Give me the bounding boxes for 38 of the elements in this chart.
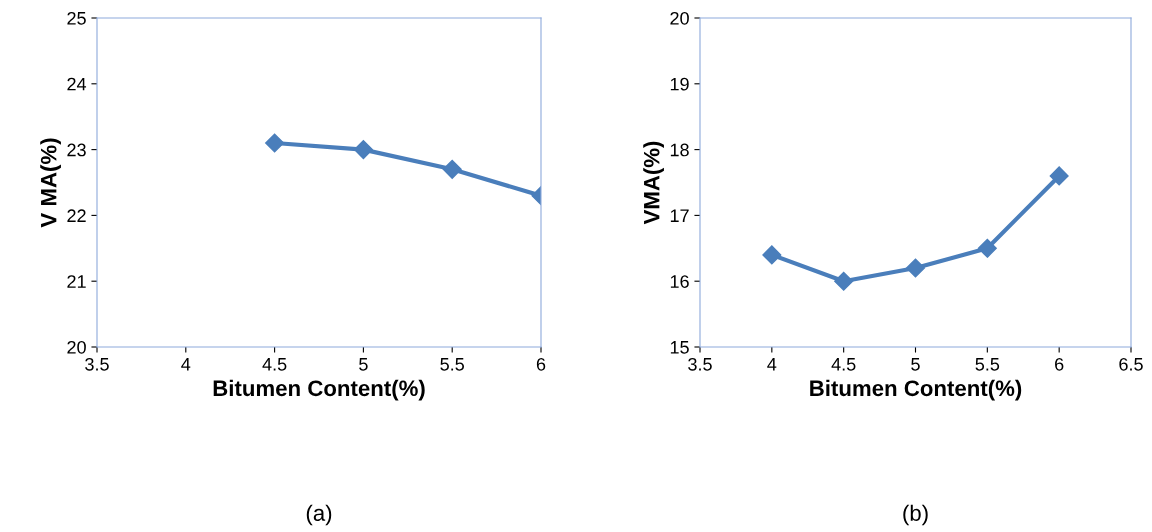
y-tick-label: 22 bbox=[67, 209, 86, 222]
x-tick-label: 4 bbox=[181, 358, 191, 371]
x-tick-label: 6 bbox=[536, 357, 546, 371]
text: (a) bbox=[306, 504, 332, 526]
point bbox=[977, 238, 997, 258]
x-tick-label: 3.5 bbox=[85, 357, 109, 371]
point bbox=[1049, 166, 1069, 186]
point bbox=[905, 258, 926, 278]
x-axis-title: Bitumen Content(%) bbox=[810, 379, 1022, 401]
point bbox=[353, 140, 373, 160]
point bbox=[265, 133, 285, 153]
y-tick-label: 21 bbox=[67, 275, 86, 288]
x-tick-label: 6 bbox=[1055, 357, 1064, 371]
y-tick-label: 20 bbox=[670, 11, 689, 25]
point bbox=[834, 271, 854, 291]
text: (b) bbox=[903, 504, 928, 526]
x-tick-label: 5.5 bbox=[440, 358, 464, 371]
y-axis-title: VMA(%) bbox=[643, 141, 664, 225]
point bbox=[762, 245, 782, 265]
x-tick-label: 4.5 bbox=[831, 358, 856, 371]
x-tick-label: 3.5 bbox=[688, 357, 712, 371]
x-tick-label: 4 bbox=[767, 358, 777, 371]
y-tick-label: 16 bbox=[670, 275, 689, 288]
x-tick-label: 5 bbox=[359, 358, 368, 371]
y-tick-label: 17 bbox=[670, 209, 689, 222]
y-tick-label: 25 bbox=[67, 11, 86, 25]
y-tick-label: 15 bbox=[670, 341, 689, 354]
y-tick-label: 23 bbox=[67, 143, 86, 157]
y-tick-label: 20 bbox=[67, 340, 86, 354]
x-axis-title: Bitumen Content(%) bbox=[213, 379, 425, 401]
x-tick-label: 4.5 bbox=[262, 358, 287, 371]
y-tick-label: 19 bbox=[670, 77, 689, 91]
x-tick-label: 6.5 bbox=[1119, 357, 1143, 371]
y-axis-title: V MA(%) bbox=[40, 138, 61, 228]
x-tick-label: 5.5 bbox=[975, 358, 1000, 371]
x-tick-label: 5 bbox=[911, 358, 920, 371]
y-tick-label: 18 bbox=[670, 143, 689, 157]
y-tick-label: 24 bbox=[67, 77, 87, 91]
